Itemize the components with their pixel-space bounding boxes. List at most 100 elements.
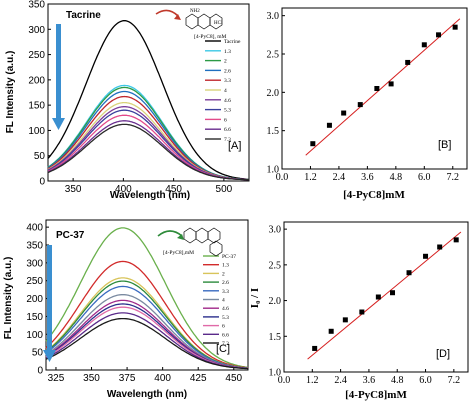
panel-a-curve <box>47 20 250 180</box>
panel-d-data-point <box>359 309 365 315</box>
panel-a-ytick-label: 200 <box>28 75 45 86</box>
panel-d-data-point <box>437 244 443 250</box>
panel-b-data-point <box>326 122 332 128</box>
panel-d-stern-volmer: 1.0 1.5 2.0 2.5 3.0 0.0 1.2 2.4 3.6 4.8 6.0 7.2 [4-… <box>249 221 469 401</box>
panel-b-data-point <box>452 24 458 30</box>
panel-a-legend-label: Tacrine <box>224 39 241 45</box>
panel-a-ytick-label: 100 <box>28 126 45 137</box>
panel-a-legend-label: 1.3 <box>224 49 231 55</box>
panel-b-stern-volmer: 1.0 1.5 2.0 2.5 3.0 0.0 1.2 2.4 3.6 4.8 6.0 7.2 [4-… <box>267 7 468 201</box>
panel-b-xtick-label: 7.2 <box>447 172 460 183</box>
panel-d-xtick-label: 4.8 <box>391 375 404 386</box>
panel-a-legend-label: 6.6 <box>224 127 231 133</box>
panel-b-data-point <box>310 141 316 147</box>
panel-c-xtick-label: 450 <box>225 373 242 384</box>
panel-b-fit-line <box>305 18 461 156</box>
panel-c-ytick-label: 300 <box>26 258 43 269</box>
panel-b-xtick-label: 6.0 <box>418 172 431 183</box>
panel-b-xtick-label: 3.6 <box>361 172 374 183</box>
panel-c-compound-label: PC-37 <box>56 230 85 241</box>
panel-d-data-point <box>423 253 429 259</box>
panel-d-ytick-label: 2.0 <box>269 296 282 307</box>
panel-d-frame <box>283 221 469 373</box>
panel-c-curve <box>45 227 249 369</box>
panel-a-legend-label: 4 <box>224 88 227 94</box>
panel-d-xtick-label: 6.0 <box>419 375 432 386</box>
panel-b-ytick-label: 2.0 <box>267 88 280 99</box>
panel-d-data-point <box>375 294 381 300</box>
panel-b-data-point <box>421 42 427 48</box>
panel-b-xtick-label: 1.2 <box>304 172 317 183</box>
panel-c-legend-label: 2.6 <box>222 280 229 286</box>
panel-b-xlabel: [4-PyC8]mM <box>343 189 405 201</box>
panel-a-ytick-label: 250 <box>28 50 45 61</box>
panel-c-xtick-label: 375 <box>119 373 136 384</box>
panel-a-legend-label: 7.3 <box>224 137 231 143</box>
panel-d-ytick-label: 1.5 <box>269 332 282 343</box>
panel-c-curve <box>45 317 249 370</box>
panel-a-ylabel: FL Intensity (a.u.) <box>5 51 16 134</box>
panel-c-curved-arrow-head <box>177 234 184 240</box>
panel-d-label: [D] <box>436 348 450 360</box>
panel-c-ytick-label: 250 <box>26 276 43 287</box>
panel-c-legend-title: [4-PyC8],mM <box>163 250 194 256</box>
panel-c-frame <box>45 219 249 371</box>
panel-d-xtick-label: 1.2 <box>306 375 319 386</box>
panel-b-ytick-label: 1.0 <box>267 165 280 176</box>
panel-a-curved-arrow-head <box>174 14 181 20</box>
panel-a-legend-label: 6 <box>224 117 227 123</box>
panel-a-legend-label: 5.3 <box>224 108 231 114</box>
panel-c-spectra: 0 50 100 150 200 250 300 350 400 325 350 375 400 425 4… <box>3 219 249 400</box>
panel-c-legend-label: 1.3 <box>222 263 229 269</box>
panel-c-legend-label: 6 <box>222 324 225 330</box>
panel-c-ytick-label: 50 <box>32 348 44 359</box>
panel-d-xlabel: [4-PyC8]mM <box>345 389 407 401</box>
panel-d-fit-line <box>307 231 462 360</box>
panel-d-ytick-label: 1.0 <box>269 368 282 379</box>
panel-a-ytick-label: 350 <box>28 0 45 11</box>
panel-a-spectra: 0 50 100 150 200 250 300 350 350 400 450 500 Tacrine… <box>5 0 250 201</box>
panel-a-curved-arrow <box>155 9 179 17</box>
panel-b-ytick-label: 1.5 <box>267 126 280 137</box>
panel-d-data-point <box>328 328 334 334</box>
panel-c-xtick-label: 400 <box>154 373 171 384</box>
panel-d-data-point <box>406 270 412 276</box>
panel-b-xtick-label: 2.4 <box>333 172 346 183</box>
panel-c-ytick-label: 200 <box>26 294 43 305</box>
panel-c-ylabel: FL Intensity (a.u.) <box>3 257 14 340</box>
panel-a-xtick-label: 400 <box>115 184 132 195</box>
panel-c-label: [C] <box>216 343 230 355</box>
panel-d-data-point <box>390 290 396 296</box>
panel-a-frame <box>47 3 250 182</box>
panel-c-legend-label: 7.3 <box>222 341 229 347</box>
panel-d-xtick-label: 3.6 <box>363 375 376 386</box>
panel-a-legend-label: 3.3 <box>224 78 231 84</box>
panel-a-molecule-icon: HCl NH2 <box>185 9 223 30</box>
panel-d-ylabel: I₀ / I <box>249 288 261 308</box>
panel-d-xtick-label: 7.2 <box>448 375 461 386</box>
panel-d-data-point <box>342 317 348 323</box>
panel-a-molecule-nh2: NH2 <box>190 9 200 14</box>
panel-c-xtick-label: 350 <box>83 373 100 384</box>
panel-a-ytick-label: 50 <box>34 151 46 162</box>
panel-a-compound-label: Tacrine <box>66 10 101 21</box>
panel-b-xtick-label: 0.0 <box>276 172 289 183</box>
panel-d-data-point <box>312 345 318 351</box>
panel-a-legend-label: 2 <box>224 59 227 65</box>
panel-c-xlabel: Wavelength (nm) <box>107 389 187 400</box>
panel-b-frame <box>281 7 468 170</box>
panel-c-ytick-label: 150 <box>26 312 43 323</box>
panel-c-legend-label: 2 <box>222 271 225 277</box>
panel-a-curve <box>47 86 249 181</box>
panel-a-xlabel: Wavelength (nm) <box>110 190 190 201</box>
panel-a-curve <box>47 114 250 181</box>
panel-a-label: [A] <box>228 140 241 152</box>
panel-c-curved-arrow <box>157 230 183 237</box>
panel-c-xtick-label: 325 <box>48 373 65 384</box>
panel-b-xtick-label: 4.8 <box>390 172 403 183</box>
panel-b-label: [B] <box>438 139 451 151</box>
panel-c-ytick-label: 350 <box>26 241 43 252</box>
panel-c-legend-label: PC-37 <box>222 254 236 260</box>
panel-d-ytick-label: 3.0 <box>269 225 282 236</box>
